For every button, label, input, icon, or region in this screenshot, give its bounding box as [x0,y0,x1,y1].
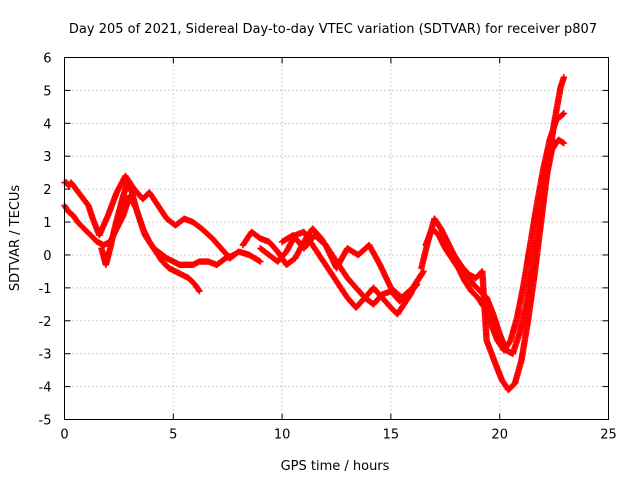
data-point [257,258,264,265]
data-points [61,74,568,394]
x-tick-label: 0 [60,428,68,443]
data-point [417,272,424,280]
y-tick-label: 5 [43,84,51,99]
series-3 [61,172,264,265]
y-tick-label: -2 [39,315,52,330]
chart-title: Day 205 of 2021, Sidereal Day-to-day VTE… [69,22,597,37]
series-8 [422,110,568,354]
series-6 [278,232,425,301]
y-tick-label: -4 [39,381,52,396]
data-point [196,287,203,295]
series-1 [61,192,203,295]
x-tick-label: 20 [491,428,508,443]
grid-lines [64,57,609,420]
x-tick-label: 15 [383,428,400,443]
data-point [195,286,202,294]
y-tick-label: 2 [43,183,51,198]
data-point [418,271,425,278]
series-9 [452,74,568,394]
series-4 [239,225,421,308]
y-tick-label: -1 [39,282,52,297]
data-point [560,110,568,117]
x-tick-labels: 0 5 10 15 20 25 [60,428,616,443]
x-tick-label: 25 [600,428,617,443]
data-point [420,268,427,275]
y-tick-label: 3 [43,150,51,165]
y-tick-label: 1 [43,216,51,231]
data-point [559,111,567,118]
data-point [560,139,568,147]
y-tick-label: 6 [43,52,51,67]
x-tick-label: 5 [169,428,177,443]
x-tick-label: 10 [274,428,291,443]
axis-ticks [64,57,609,420]
y-tick-label: 4 [43,117,51,132]
y-tick-labels: -5 -4 -3 -2 -1 0 1 2 3 4 5 6 [39,52,52,429]
y-axis-title: SDTVAR / TECUs [8,185,23,292]
y-tick-label: -3 [39,348,52,363]
x-axis-title: GPS time / hours [281,459,390,474]
data-point [560,74,568,81]
y-tick-label: 0 [43,249,51,264]
plot-frame [64,57,609,420]
y-tick-label: -5 [39,414,52,429]
